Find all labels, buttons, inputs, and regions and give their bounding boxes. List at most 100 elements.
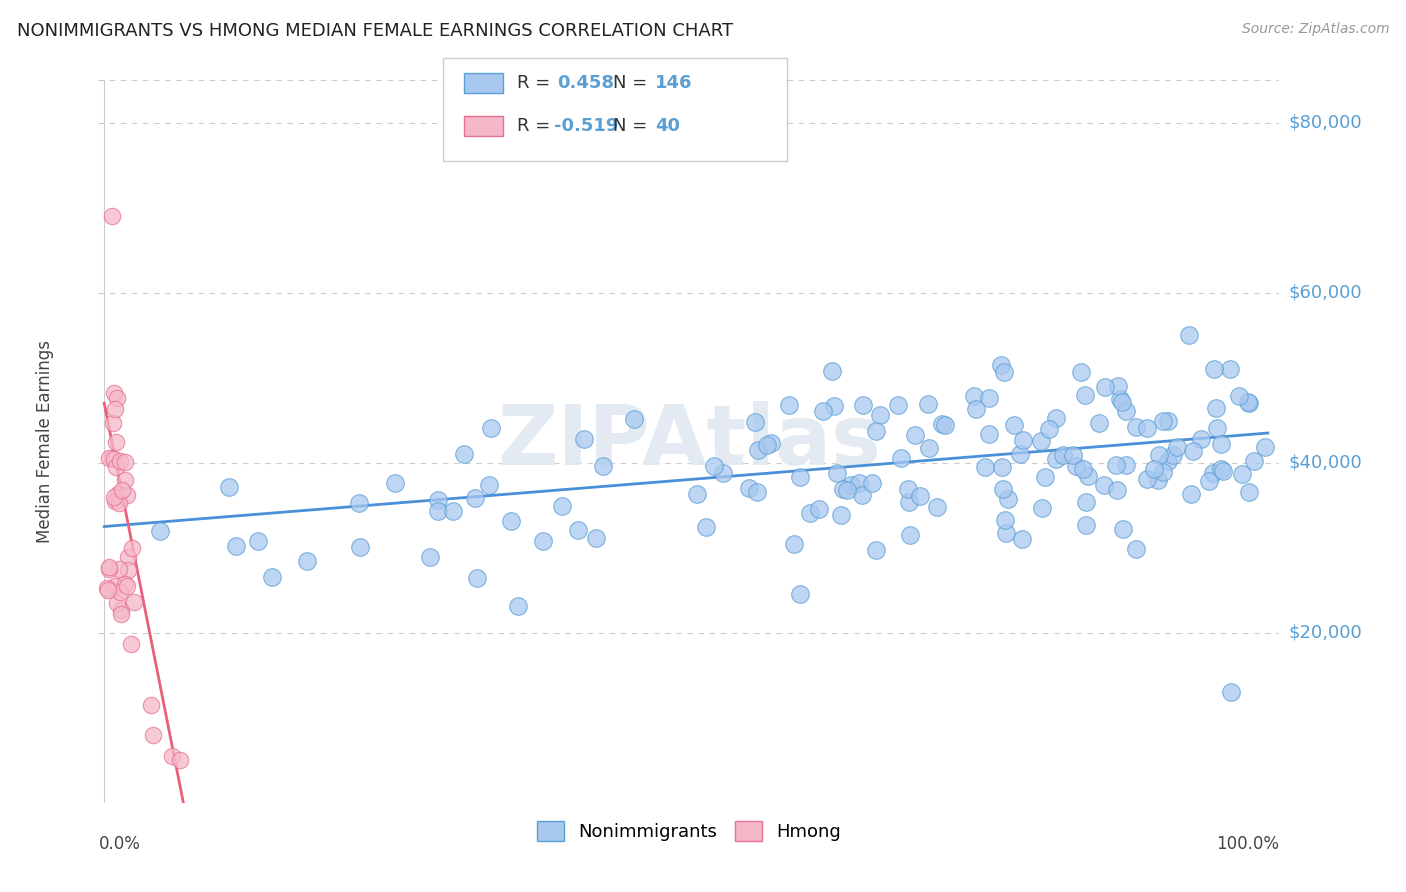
Point [934,417,956,432]
Point [1219,361,1241,376]
Text: 40: 40 [655,117,681,135]
Point [1112,522,1135,536]
Point [811,404,834,418]
Point [110,584,132,599]
Point [823,399,845,413]
Point [973,460,995,475]
Point [427,492,450,507]
Text: 0.458: 0.458 [557,74,614,92]
Point [1002,418,1025,433]
Point [585,531,607,545]
Point [852,398,875,412]
Point [1064,458,1087,473]
Point [865,424,887,438]
Point [898,495,921,509]
Point [747,485,769,500]
Point [977,427,1000,442]
Point [121,541,143,556]
Point [1227,389,1250,403]
Point [506,599,529,614]
Point [1008,447,1031,461]
Text: $20,000: $20,000 [1289,624,1362,642]
Point [465,571,488,585]
Point [1212,464,1234,478]
Point [1206,421,1229,435]
Point [98,562,121,576]
Point [349,540,371,554]
Text: N =: N = [613,117,652,135]
Point [1181,444,1204,458]
Point [890,450,912,465]
Point [142,728,165,742]
Point [1236,394,1258,409]
Text: NONIMMIGRANTS VS HMONG MEDIAN FEMALE EARNINGS CORRELATION CHART: NONIMMIGRANTS VS HMONG MEDIAN FEMALE EAR… [17,22,733,40]
Point [384,476,406,491]
Point [105,596,128,610]
Point [1180,487,1202,501]
Point [1105,458,1128,472]
Point [993,482,1015,496]
Point [1033,470,1056,484]
Point [122,595,145,609]
Point [104,494,127,508]
Text: -0.519: -0.519 [554,117,619,135]
Point [110,607,132,621]
Text: 146: 146 [655,74,693,92]
Point [1107,378,1129,392]
Point [1077,468,1099,483]
Point [103,386,125,401]
Point [1062,448,1084,462]
Point [993,365,1015,379]
Point [120,637,142,651]
Point [1239,396,1261,410]
Point [1071,461,1094,475]
Point [995,525,1018,540]
Point [783,537,806,551]
Point [567,524,589,538]
Point [103,451,125,466]
Point [98,450,121,465]
Point [107,487,129,501]
Point [887,398,910,412]
Point [925,500,948,515]
Point [1166,440,1188,454]
Point [1177,328,1199,343]
Point [963,388,986,402]
Point [1125,420,1147,434]
Point [918,442,941,456]
Point [990,358,1012,372]
Point [1108,392,1130,406]
Point [1087,417,1109,431]
Point [711,466,734,480]
Point [592,459,614,474]
Point [931,417,953,432]
Text: 100.0%: 100.0% [1216,835,1279,854]
Point [101,416,124,430]
Point [1220,685,1243,699]
Point [990,460,1012,475]
Point [827,466,849,480]
Text: R =: R = [517,117,557,135]
Point [917,397,939,411]
Point [1092,478,1115,492]
Text: 0.0%: 0.0% [98,835,141,854]
Point [419,549,441,564]
Point [110,603,132,617]
Point [464,491,486,505]
Point [965,401,987,416]
Point [453,447,475,461]
Point [103,490,125,504]
Point [789,587,811,601]
Point [865,542,887,557]
Point [1076,517,1098,532]
Point [831,482,853,496]
Point [1045,411,1067,425]
Point [1239,484,1261,499]
Point [869,409,891,423]
Text: ZIPAtlas: ZIPAtlas [496,401,882,482]
Point [839,478,862,492]
Text: N =: N = [613,74,652,92]
Point [1094,380,1116,394]
Point [1136,421,1159,435]
Point [623,412,645,426]
